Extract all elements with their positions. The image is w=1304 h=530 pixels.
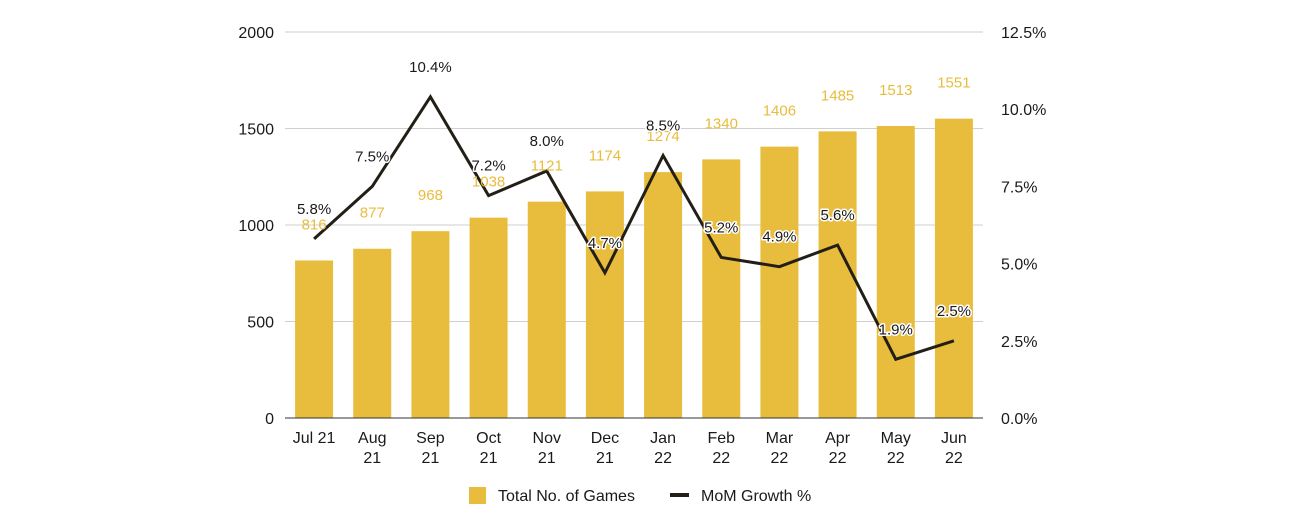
bar-data-label: 1551: [937, 75, 970, 92]
x-tick-line: 22: [829, 450, 847, 467]
x-tick-label: May 22: [881, 430, 911, 467]
y-right-tick-label: 7.5%: [1001, 179, 1037, 196]
x-tick-line: 21: [480, 450, 498, 467]
bar-data-label: 1340: [705, 115, 738, 132]
line-data-label: 5.6%: [820, 207, 854, 224]
x-tick-line: Jun: [941, 430, 967, 447]
bar: [876, 125, 915, 418]
line-data-label: 4.7%: [588, 235, 622, 252]
bar-data-label: 1406: [763, 103, 796, 120]
x-tick-line: 22: [654, 450, 672, 467]
x-tick-line: 21: [363, 450, 381, 467]
bar: [469, 217, 508, 418]
line-data-label: 4.9%: [762, 229, 796, 246]
y-right-tick-label: 2.5%: [1001, 334, 1037, 351]
x-tick-line: May: [881, 430, 911, 447]
x-tick-label: Nov 21: [533, 430, 561, 467]
bar-data-label: 1038: [472, 174, 505, 191]
x-tick-label: Jan 22: [650, 430, 676, 467]
y-left-tick-label: 2000: [238, 25, 274, 42]
x-tick-label: Oct 21: [476, 430, 501, 467]
line-data-label: 5.2%: [704, 219, 738, 236]
line-data-label: 10.4%: [409, 59, 452, 76]
bar-data-label: 1274: [646, 128, 679, 145]
bar-data-label: 877: [360, 205, 385, 222]
x-tick-line: 21: [538, 450, 556, 467]
bar-data-label: 1174: [589, 147, 621, 164]
data-labels: 816 877 968 1038 1121 1174 1274 1340 1406 1485 151…: [295, 57, 972, 339]
bar-data-label: 1121: [531, 158, 563, 175]
line-data-label: 5.8%: [297, 201, 331, 218]
x-tick-line: 22: [887, 450, 905, 467]
legend-swatch-total-games: [469, 487, 486, 504]
line-data-label: 2.5%: [937, 303, 971, 320]
x-tick-line: 21: [596, 450, 614, 467]
y-left-tick-label: 1000: [238, 218, 274, 235]
line-data-label: 8.0%: [530, 133, 564, 150]
bar-data-label: 1485: [821, 87, 854, 104]
bar: [702, 159, 741, 418]
x-tick-line: Dec: [591, 430, 619, 447]
bar-data-label: 816: [302, 217, 327, 234]
x-tick-label: Apr 22: [825, 430, 851, 467]
bar: [585, 191, 624, 418]
x-tick-line: Aug: [358, 430, 386, 447]
line-data-label: 8.5%: [646, 118, 680, 135]
axes: 0 500 1000 1500 2000 0.0% 2.5% 5.0% 7.5% 10.0% 12.…: [238, 25, 1046, 467]
y-right-tick-label: 12.5%: [1001, 25, 1046, 42]
bar: [295, 260, 334, 418]
bar-data-label: 968: [418, 187, 443, 204]
x-tick-line: 21: [422, 450, 440, 467]
y-right-tick-label: 5.0%: [1001, 257, 1037, 274]
y-left-tick-label: 0: [265, 411, 274, 428]
line-data-label: 7.2%: [471, 158, 505, 175]
bar: [527, 201, 566, 418]
x-tick-label: Feb 22: [707, 430, 735, 467]
y-right-tick-label: 0.0%: [1001, 411, 1037, 428]
bar: [353, 248, 392, 418]
x-tick-line: 22: [712, 450, 730, 467]
y-right-tick-label: 10.0%: [1001, 102, 1046, 119]
y-left-tick-label: 1500: [238, 122, 274, 139]
bar: [934, 118, 973, 419]
legend-swatch-mom-growth: [670, 493, 689, 497]
line-data-label: 7.5%: [355, 148, 389, 165]
x-tick-line: Oct: [476, 430, 501, 447]
bar-series-total-games: [295, 118, 973, 419]
bar: [760, 146, 799, 418]
x-tick-label: Dec 21: [591, 430, 619, 467]
legend: Total No. of Games MoM Growth %: [469, 487, 811, 505]
x-tick-line: Nov: [533, 430, 561, 447]
x-tick-line: 22: [945, 450, 963, 467]
legend-label-total-games: Total No. of Games: [498, 488, 635, 505]
x-tick-line: Mar: [766, 430, 794, 447]
x-tick-line: Apr: [825, 430, 851, 447]
growth-line: [313, 93, 955, 362]
bar: [644, 172, 683, 418]
x-tick-line: Jul 21: [293, 430, 336, 447]
line-data-label: 1.9%: [879, 321, 913, 338]
y-left-tick-label: 500: [247, 315, 274, 332]
line-series-mom-growth: [313, 93, 955, 362]
bar: [818, 131, 857, 418]
x-tick-line: Jan: [650, 430, 676, 447]
x-tick-label: Sep 21: [416, 430, 445, 467]
x-tick-label: Jun 22: [941, 430, 967, 467]
x-tick-label: Aug 21: [358, 430, 386, 467]
x-tick-label: Mar 22: [766, 430, 794, 467]
legend-label-mom-growth: MoM Growth %: [701, 488, 811, 505]
bar: [411, 231, 450, 418]
x-tick-line: 22: [771, 450, 789, 467]
bar-data-label: 1513: [879, 82, 912, 99]
x-tick-label: Jul 21: [293, 430, 336, 447]
x-tick-line: Sep: [416, 430, 445, 447]
x-tick-line: Feb: [707, 430, 735, 447]
